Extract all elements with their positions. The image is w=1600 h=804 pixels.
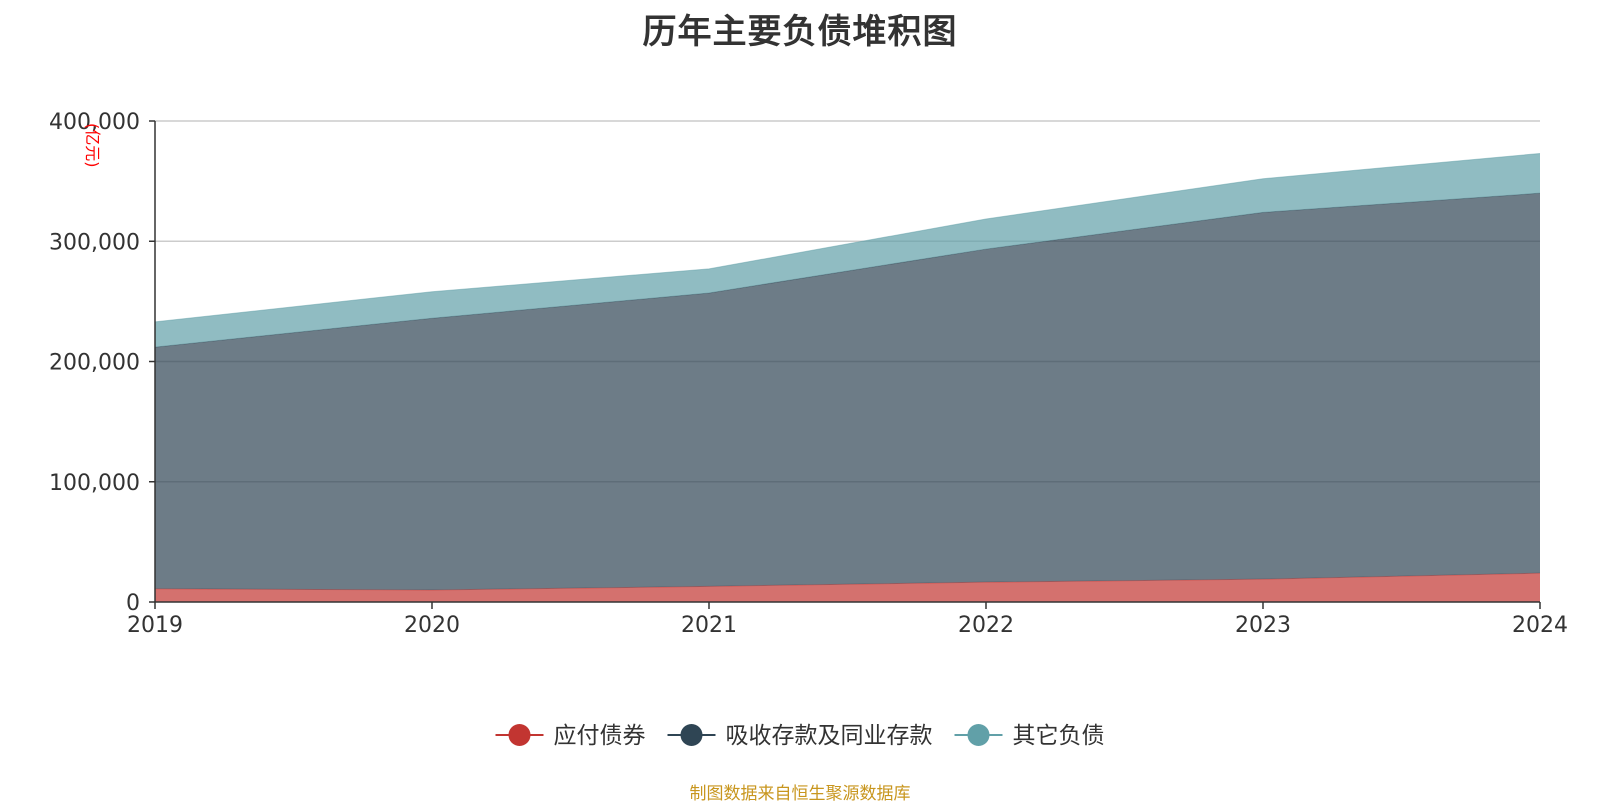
x-tick-label: 2019	[127, 613, 183, 638]
y-unit-label: (亿元)	[83, 123, 102, 168]
legend-label: 吸收存款及同业存款	[726, 723, 933, 749]
legend: 应付债券 吸收存款及同业存款 其它负债	[495, 723, 1105, 749]
legend-item-2[interactable]: 吸收存款及同业存款	[667, 723, 933, 749]
y-tick-labels: 0 100,000 200,000 300,000 400,000	[49, 110, 140, 616]
y-tick-label: 0	[126, 591, 140, 616]
area-series-3	[155, 153, 1540, 348]
legend-item-3[interactable]: 其它负债	[954, 723, 1105, 749]
chart-title: 历年主要负债堆积图	[642, 12, 958, 52]
legend-circle-icon	[680, 724, 703, 746]
area-edge-3	[154, 152, 1541, 323]
x-tick-label: 2022	[958, 613, 1014, 638]
area-series	[154, 152, 1541, 602]
legend-label: 其它负债	[1013, 723, 1105, 749]
x-tick-label: 2023	[1235, 613, 1291, 638]
y-tick-label: 100,000	[49, 471, 140, 496]
x-tick-label: 2021	[681, 613, 737, 638]
legend-item-1[interactable]: 应付债券	[495, 723, 646, 749]
x-tick-label: 2024	[1512, 613, 1568, 638]
axes	[149, 120, 1541, 609]
source-note: 制图数据来自恒生聚源数据库	[689, 784, 911, 804]
x-tick-label: 2020	[404, 613, 460, 638]
y-tick-label: 300,000	[49, 230, 140, 255]
legend-circle-icon	[967, 724, 990, 746]
y-tick-label: 200,000	[49, 351, 140, 376]
legend-circle-icon	[508, 724, 531, 746]
y-tick-label: 400,000	[49, 110, 140, 135]
legend-label: 应付债券	[554, 723, 646, 749]
area-series-2	[155, 193, 1540, 590]
x-tick-labels: 2019 2020 2021 2022 2023 2024	[127, 613, 1568, 638]
